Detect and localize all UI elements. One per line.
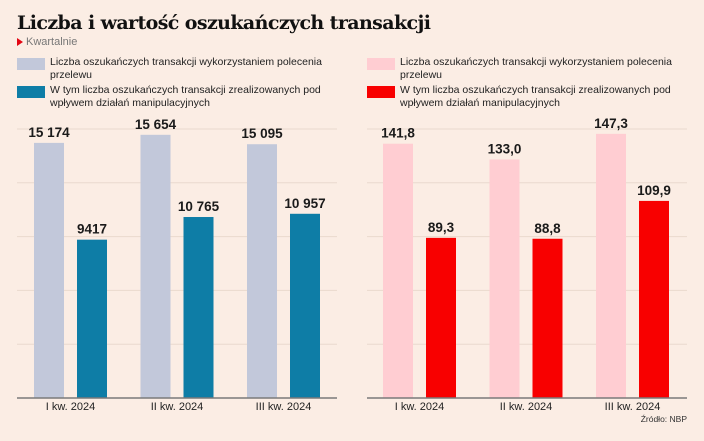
- chart-subtitle: Kwartalnie: [17, 36, 77, 48]
- value-label-panel1-series1-1: 88,8: [534, 221, 561, 236]
- bar-panel1-series0-2: [596, 133, 626, 399]
- legend-swatch-manipulated: [17, 86, 45, 98]
- bar-panel1-series1-1: [532, 238, 563, 398]
- bar-panel0-series0-2: [247, 144, 277, 398]
- category-label-panel1-0: I kw. 2024: [395, 401, 445, 413]
- category-label-panel0-2: III kw. 2024: [256, 401, 312, 413]
- value-label-panel0-series0-2: 15 095: [241, 126, 283, 141]
- legend-label-manipulated-value: W tym liczba oszukańczych transakcji zre…: [400, 84, 671, 109]
- category-label-panel1-2: III kw. 2024: [605, 401, 661, 413]
- subtitle-text: Kwartalnie: [26, 36, 78, 48]
- value-label-panel1-series1-2: 109,9: [637, 183, 671, 198]
- chart-title: Liczba i wartość oszukańczych transakcji: [17, 12, 431, 34]
- legend-label-manipulated: W tym liczba oszukańczych transakcji zre…: [50, 84, 321, 109]
- bar-panel0-series1-1: [183, 217, 214, 398]
- value-label-panel1-series1-0: 89,3: [428, 220, 455, 235]
- legend-item-manipulated-value: W tym liczba oszukańczych transakcji zre…: [367, 84, 697, 112]
- value-label-panel0-series1-0: 9417: [77, 222, 107, 237]
- bar-panel0-series0-1: [140, 134, 171, 398]
- value-label-panel0-series1-1: 10 765: [178, 199, 220, 214]
- source-note: Źródło: NBP: [640, 414, 687, 424]
- category-label-panel1-1: II kw. 2024: [500, 401, 553, 413]
- bar-panel1-series0-1: [489, 159, 520, 398]
- bar-panel1-series1-0: [426, 237, 456, 398]
- value-label-panel0-series0-1: 15 654: [135, 117, 177, 132]
- value-label-panel1-series0-2: 147,3: [594, 116, 628, 131]
- bar-panel0-series1-0: [77, 239, 107, 398]
- category-label-panel0-0: I kw. 2024: [46, 401, 96, 413]
- value-label-panel1-series0-1: 133,0: [488, 141, 522, 156]
- category-label-panel0-1: II kw. 2024: [151, 401, 204, 413]
- legend-swatch-total-value: [367, 58, 395, 70]
- legend-label-total: Liczba oszukańczych transakcji wykorzyst…: [50, 56, 322, 81]
- bar-panel1-series1-2: [639, 200, 669, 398]
- bar-panel0-series1-2: [290, 213, 320, 398]
- value-label-panel0-series1-2: 10 957: [284, 196, 325, 211]
- legend-right: Liczba oszukańczych transakcji wykorzyst…: [367, 56, 697, 112]
- legend-item-total: Liczba oszukańczych transakcji wykorzyst…: [17, 56, 347, 84]
- triangle-right-icon: [17, 38, 23, 46]
- value-label-panel0-series0-0: 15 174: [28, 125, 70, 140]
- legend-item-manipulated: W tym liczba oszukańczych transakcji zre…: [17, 84, 347, 112]
- legend-label-total-value: Liczba oszukańczych transakcji wykorzyst…: [400, 56, 672, 81]
- bar-panel0-series0-0: [34, 142, 64, 398]
- legend-swatch-total: [17, 58, 45, 70]
- legend-swatch-manipulated-value: [367, 86, 395, 98]
- legend-left: Liczba oszukańczych transakcji wykorzyst…: [17, 56, 347, 112]
- value-label-panel1-series0-0: 141,8: [381, 126, 415, 141]
- bar-panel1-series0-0: [383, 143, 413, 398]
- legend-item-total-value: Liczba oszukańczych transakcji wykorzyst…: [367, 56, 697, 84]
